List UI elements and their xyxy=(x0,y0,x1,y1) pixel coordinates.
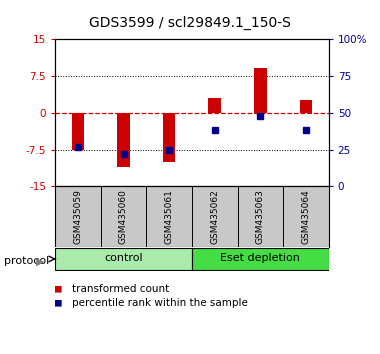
Text: GSM435060: GSM435060 xyxy=(119,189,128,244)
FancyBboxPatch shape xyxy=(192,248,329,270)
Text: Eset depletion: Eset depletion xyxy=(220,253,300,263)
Bar xyxy=(71,113,84,150)
Bar xyxy=(163,113,176,162)
Text: GSM435059: GSM435059 xyxy=(73,189,82,244)
Text: protocol: protocol xyxy=(4,256,49,266)
Bar xyxy=(117,113,130,167)
Text: GSM435062: GSM435062 xyxy=(210,189,219,244)
Text: ▶: ▶ xyxy=(36,256,44,266)
Text: ■: ■ xyxy=(55,284,62,293)
Text: percentile rank within the sample: percentile rank within the sample xyxy=(72,298,248,308)
Text: transformed count: transformed count xyxy=(72,284,169,293)
Bar xyxy=(208,98,221,113)
Text: control: control xyxy=(104,253,143,263)
Bar xyxy=(254,68,267,113)
Text: GDS3599 / scl29849.1_150-S: GDS3599 / scl29849.1_150-S xyxy=(89,16,291,30)
Text: GSM435064: GSM435064 xyxy=(301,189,310,244)
Text: GSM435063: GSM435063 xyxy=(256,189,265,244)
Text: GSM435061: GSM435061 xyxy=(165,189,174,244)
Text: ■: ■ xyxy=(55,298,62,308)
Bar xyxy=(299,101,312,113)
FancyBboxPatch shape xyxy=(55,248,192,270)
